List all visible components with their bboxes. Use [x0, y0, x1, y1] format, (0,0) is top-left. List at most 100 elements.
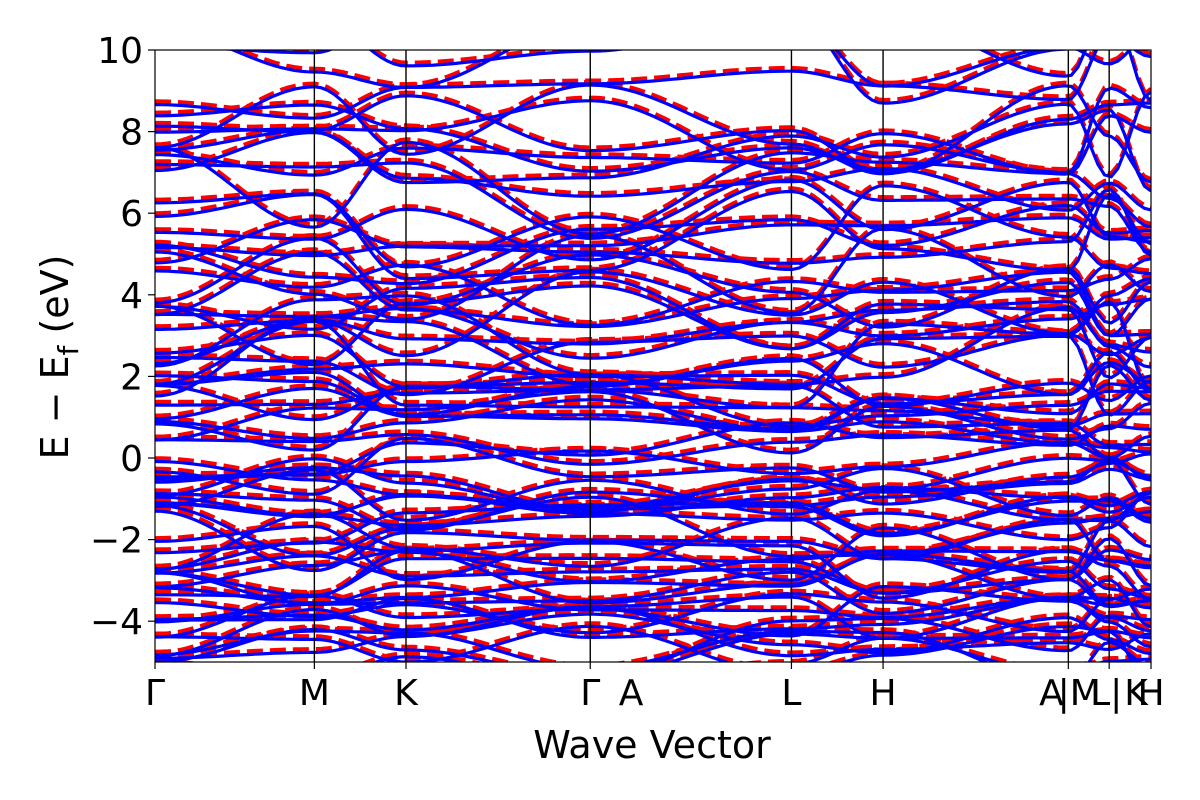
band-line-red — [155, 110, 1151, 174]
band-line-blue — [155, 297, 1151, 366]
band-line-blue — [155, 552, 1151, 607]
band-line-red — [155, 621, 1151, 662]
band-line-red — [155, 272, 1151, 348]
band-line-red — [155, 50, 1151, 117]
x-tick-label: Γ — [145, 673, 165, 714]
band-line-blue — [155, 541, 1151, 602]
band-line-blue — [155, 161, 1151, 255]
band-line-red — [155, 346, 1151, 403]
band-line-red — [155, 495, 1151, 552]
band-line-red — [155, 453, 1151, 507]
band-line-blue — [155, 83, 1151, 184]
x-tick-label: L| — [1090, 673, 1122, 714]
band-line-blue — [155, 363, 1151, 431]
band-line-blue — [218, 50, 1151, 102]
y-axis-label: E − Ef (eV) — [33, 255, 85, 460]
x-tick-label: M — [299, 673, 330, 714]
band-line-blue — [155, 300, 1151, 397]
band-line-red — [155, 290, 1151, 383]
band-line-red — [155, 508, 1151, 569]
band-line-red — [155, 157, 1151, 252]
band-line-blue — [155, 50, 1151, 120]
y-axis-label-main: E − E — [33, 355, 77, 459]
high-symmetry-lines — [154, 50, 1152, 669]
y-axis-label-unit: (eV) — [33, 255, 77, 346]
band-line-blue — [155, 216, 1151, 258]
band-line-blue — [155, 257, 1151, 327]
band-line-red — [155, 394, 1151, 457]
y-tick-label: 2 — [120, 357, 143, 398]
band-line-red — [155, 521, 1151, 579]
y-tick-label: 4 — [120, 276, 143, 317]
x-tick-label: A — [619, 673, 644, 714]
x-tick-label: |M — [1058, 673, 1101, 714]
band-line-blue — [155, 140, 1151, 236]
band-line-blue — [155, 372, 1151, 429]
band-line-blue — [371, 636, 1151, 662]
y-axis-label-sub: f — [52, 344, 85, 355]
band-line-blue — [155, 554, 1151, 600]
band-line-blue — [155, 509, 1151, 575]
band-line-blue — [155, 103, 1151, 193]
band-line-red — [155, 601, 1151, 657]
x-tick-label: H — [870, 673, 897, 714]
band-line-red — [155, 223, 1151, 319]
x-tick-label: K — [1124, 673, 1149, 714]
band-line-red — [155, 79, 1151, 181]
band-line-blue — [155, 424, 1151, 466]
band-line-blue — [155, 465, 1151, 521]
y-tick-label: −4 — [90, 602, 143, 643]
band-line-blue — [155, 114, 1151, 177]
band-line-red — [371, 50, 1130, 85]
band-line-red — [155, 432, 1151, 493]
band-line-blue — [155, 90, 1151, 185]
band-line-blue — [155, 436, 1151, 496]
x-axis: Γ M K Γ A L H A|ML| KH — [145, 673, 1165, 714]
band-line-blue — [155, 578, 1151, 641]
plot-frame — [154, 49, 1152, 663]
band-line-blue — [155, 382, 1151, 434]
band-line-blue — [666, 630, 1134, 662]
band-line-blue — [155, 607, 1151, 658]
y-tick-label: 10 — [97, 31, 143, 72]
band-line-blue — [155, 485, 1151, 528]
band-line-red — [235, 50, 1045, 103]
x-tick-label: A — [1039, 673, 1064, 714]
band-line-red — [653, 626, 1137, 662]
band-line-blue — [155, 284, 1151, 380]
band-line-red — [155, 548, 1151, 604]
band-line-blue — [155, 314, 1151, 398]
y-tick-label: 0 — [120, 439, 143, 480]
band-line-red — [155, 180, 1151, 273]
band-line-blue — [155, 490, 1151, 538]
band-line-blue — [155, 524, 1151, 582]
x-tick-label: Γ — [580, 673, 600, 714]
band-line-blue — [155, 468, 1151, 523]
band-line-blue — [155, 512, 1151, 572]
band-line-blue — [155, 456, 1151, 509]
x-tick-label: K — [394, 673, 419, 714]
y-tick-label: −2 — [90, 521, 143, 562]
band-line-red — [155, 486, 1151, 535]
series-blue-solid-bands — [155, 50, 1151, 662]
band-line-red — [155, 574, 1151, 638]
band-line-blue — [229, 50, 1073, 105]
band-line-blue — [155, 276, 1151, 351]
x-tick-label: H — [1137, 673, 1164, 714]
band-line-blue — [155, 86, 1151, 175]
y-tick-label: 6 — [120, 194, 143, 235]
y-axis: −4 −2 0 2 4 6 8 10 — [90, 31, 155, 643]
band-line-blue — [155, 236, 1151, 329]
band-line-blue — [155, 294, 1151, 386]
band-line-red — [155, 137, 1151, 233]
band-line-blue — [368, 50, 1132, 88]
band-line-blue — [155, 250, 1151, 338]
band-line-blue — [155, 184, 1151, 276]
band-line-red — [155, 99, 1151, 190]
band-line-blue — [155, 570, 1151, 615]
band-line-blue — [155, 227, 1151, 321]
band-line-blue — [155, 549, 1151, 607]
band-line-blue — [155, 388, 1151, 428]
x-axis-label: Wave Vector — [533, 723, 771, 767]
